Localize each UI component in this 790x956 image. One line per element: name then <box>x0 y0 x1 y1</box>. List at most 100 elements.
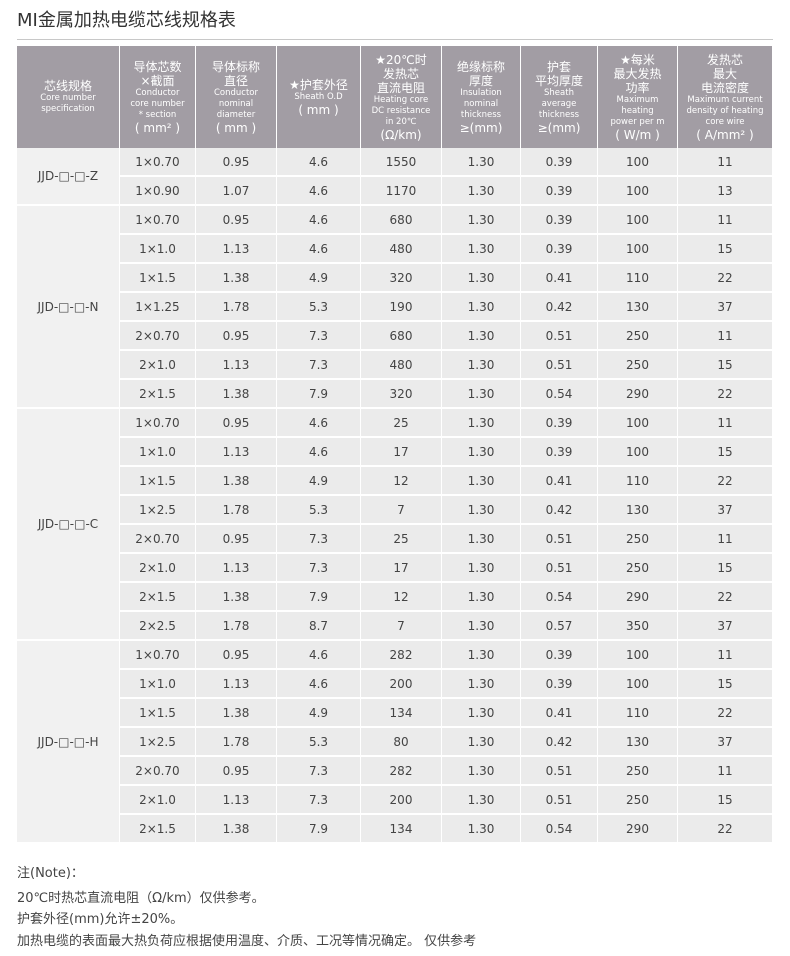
data-cell: 100 <box>598 148 678 177</box>
data-cell: 2×1.0 <box>120 554 196 583</box>
data-cell: 22 <box>678 264 773 293</box>
data-cell: 37 <box>678 728 773 757</box>
header-en: Conductor <box>213 87 258 98</box>
data-cell: 7.3 <box>277 786 361 815</box>
data-cell: 1×1.5 <box>120 467 196 496</box>
data-cell: 0.41 <box>521 467 598 496</box>
header-en: power per m <box>610 116 665 127</box>
data-cell: 250 <box>598 757 678 786</box>
data-cell: 100 <box>598 177 678 206</box>
data-cell: 1×0.70 <box>120 409 196 438</box>
header-en: density of heating <box>686 105 764 116</box>
data-cell: 1.30 <box>442 786 521 815</box>
data-cell: 2×1.5 <box>120 380 196 409</box>
data-cell: 2×2.5 <box>120 612 196 641</box>
data-cell: 1.30 <box>442 235 521 264</box>
data-cell: 1.38 <box>196 583 277 612</box>
data-cell: 15 <box>678 351 773 380</box>
data-cell: 15 <box>678 235 773 264</box>
header-en: nominal <box>463 98 499 109</box>
header-zh: 电流密度 <box>700 80 749 95</box>
data-cell: 0.39 <box>521 235 598 264</box>
data-cell: 190 <box>361 293 442 322</box>
data-cell: 350 <box>598 612 678 641</box>
header-zh: ★护套外径 <box>289 77 348 92</box>
header-en: average <box>541 98 577 109</box>
data-cell: 15 <box>678 554 773 583</box>
data-cell: 8.7 <box>277 612 361 641</box>
header-cell: 芯线规格 Core number specification <box>17 46 120 148</box>
note-line: 加热电缆的表面最大热负荷应根据使用温度、介质、工况等情况确定。 仅供参考 <box>17 934 477 949</box>
header-zh: 平均厚度 <box>534 73 583 88</box>
data-cell: 4.6 <box>277 409 361 438</box>
data-cell: 1.30 <box>442 757 521 786</box>
data-cell: 480 <box>361 351 442 380</box>
header-zh: 护套 <box>546 59 571 74</box>
data-cell: 1.13 <box>196 670 277 699</box>
data-cell: 37 <box>678 496 773 525</box>
data-cell: 11 <box>678 525 773 554</box>
data-cell: 4.6 <box>277 235 361 264</box>
data-cell: 680 <box>361 322 442 351</box>
data-cell: 1170 <box>361 177 442 206</box>
data-cell: 11 <box>678 757 773 786</box>
data-cell: 4.9 <box>277 264 361 293</box>
header-zh: 最大 <box>712 66 737 81</box>
data-cell: 17 <box>361 438 442 467</box>
data-cell: 1.30 <box>442 815 521 844</box>
data-cell: 22 <box>678 699 773 728</box>
header-zh: 直径 <box>223 73 248 88</box>
group-cell: JJD-□-□-H <box>17 641 120 844</box>
data-cell: 1.78 <box>196 612 277 641</box>
header-cell: 发热芯 最大 电流密度 Maximum current density of heati… <box>678 46 773 148</box>
data-cell: 0.39 <box>521 148 598 177</box>
data-cell: 0.51 <box>521 554 598 583</box>
data-cell: 1.30 <box>442 322 521 351</box>
data-cell: 4.6 <box>277 148 361 177</box>
data-cell: 1.07 <box>196 177 277 206</box>
header-cell: 导体标称 直径 Conductor nominal diameter( mm ) <box>196 46 277 148</box>
data-cell: 2×0.70 <box>120 322 196 351</box>
title-rule <box>17 39 773 40</box>
data-cell: 5.3 <box>277 728 361 757</box>
data-cell: 200 <box>361 786 442 815</box>
header-zh: ×截面 <box>140 73 175 88</box>
header-zh: 绝缘标称 <box>456 59 505 74</box>
data-cell: 1.30 <box>442 641 521 670</box>
header-en: specification <box>41 104 95 114</box>
data-cell: 0.95 <box>196 409 277 438</box>
data-cell: 1.38 <box>196 699 277 728</box>
data-cell: 0.95 <box>196 322 277 351</box>
header-unit: (Ω/km) <box>380 127 422 142</box>
header-unit: ( mm² ) <box>134 120 181 135</box>
data-cell: 0.95 <box>196 148 277 177</box>
header-unit: ≥(mm) <box>537 120 581 135</box>
header-en: heating <box>621 105 654 116</box>
data-cell: 0.39 <box>521 438 598 467</box>
data-cell: 1.30 <box>442 148 521 177</box>
data-cell: 25 <box>361 525 442 554</box>
data-cell: 1×1.0 <box>120 235 196 264</box>
data-cell: 1.13 <box>196 786 277 815</box>
data-cell: 7.3 <box>277 554 361 583</box>
data-cell: 130 <box>598 293 678 322</box>
data-cell: 25 <box>361 409 442 438</box>
data-cell: 680 <box>361 206 442 235</box>
data-cell: 1.30 <box>442 177 521 206</box>
data-cell: 250 <box>598 525 678 554</box>
header-en: Sheath <box>544 87 574 98</box>
data-cell: 1.30 <box>442 525 521 554</box>
data-cell: 320 <box>361 264 442 293</box>
data-cell: 110 <box>598 264 678 293</box>
header-en: DC resistance <box>371 105 431 116</box>
data-cell: 0.57 <box>521 612 598 641</box>
data-cell: 2×0.70 <box>120 757 196 786</box>
group-cell: JJD-□-□-C <box>17 409 120 641</box>
data-cell: 1.78 <box>196 728 277 757</box>
data-cell: 100 <box>598 670 678 699</box>
header-zh: 直流电阻 <box>376 80 425 95</box>
header-unit: ≥(mm) <box>459 120 503 135</box>
header-en: Sheath O.D <box>294 91 343 102</box>
data-cell: 200 <box>361 670 442 699</box>
header-zh: 芯线规格 <box>43 79 92 93</box>
